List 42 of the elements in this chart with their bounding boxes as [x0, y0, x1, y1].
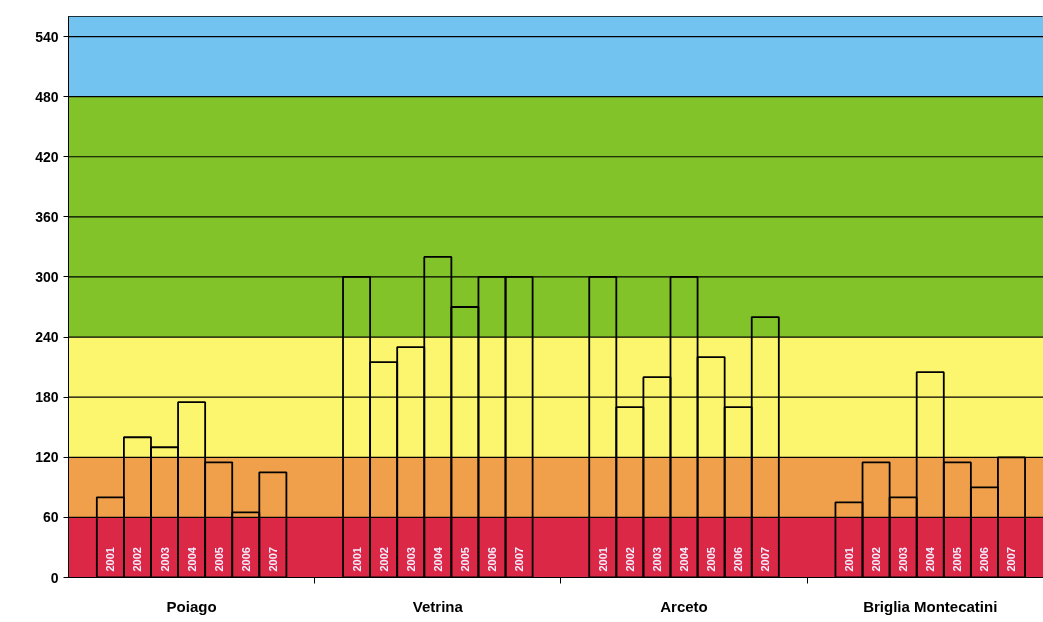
x-tick-label: Vetrina — [412, 597, 464, 615]
y-tick-label: 540 — [35, 28, 59, 45]
text: 2004 — [185, 546, 198, 572]
text: 2001 — [104, 547, 117, 572]
y-tick-label: 360 — [35, 208, 59, 225]
text: 2005 — [212, 547, 225, 572]
text: 2005 — [458, 547, 471, 572]
y-tick-label: 120 — [35, 449, 59, 466]
x-tick-label: Briglia Montecatini — [863, 597, 998, 615]
text: 2006 — [732, 547, 745, 572]
text: 2003 — [404, 547, 417, 572]
text: 2006 — [978, 547, 991, 572]
y-tick-label: 60 — [42, 509, 59, 526]
text: 2004 — [431, 547, 444, 572]
text: 2001 — [350, 547, 363, 572]
text: 2002 — [623, 547, 636, 572]
y-tick-label: 300 — [35, 268, 59, 285]
text: 2002 — [131, 547, 144, 572]
y-tick-label: 420 — [35, 148, 59, 165]
text: 2002 — [377, 547, 390, 572]
text: 2007 — [759, 547, 772, 572]
y-tick-label: 0 — [50, 569, 59, 586]
text: 2003 — [650, 547, 663, 572]
text: 2006 — [239, 547, 252, 572]
text: 2005 — [951, 547, 964, 572]
y-tick-label: 240 — [35, 329, 59, 346]
text: 2001 — [596, 547, 609, 572]
text: 2004 — [678, 547, 691, 572]
text: 2007 — [1005, 547, 1018, 572]
text: 2003 — [897, 547, 910, 572]
text: 2004 — [924, 547, 937, 572]
x-tick-label: Arceto — [660, 597, 708, 615]
text: 2003 — [158, 547, 171, 572]
x-tick-label: Poiago — [166, 597, 217, 615]
text: 2007 — [266, 547, 279, 572]
y-tick-label: 180 — [35, 389, 59, 406]
text: 2007 — [513, 547, 526, 572]
text: 2005 — [705, 547, 718, 572]
y-tick-label: 480 — [35, 88, 59, 105]
text: 2006 — [485, 547, 498, 572]
text: 2001 — [842, 547, 855, 572]
text: 2002 — [870, 547, 883, 572]
